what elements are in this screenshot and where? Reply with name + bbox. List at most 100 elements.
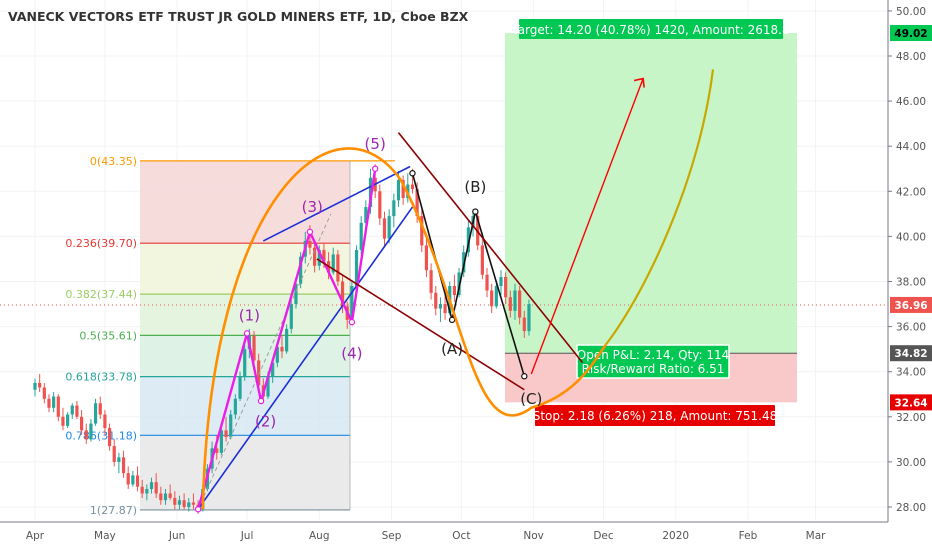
fib-level-label: 0.236(39.70) — [65, 237, 137, 250]
candle — [392, 193, 396, 228]
candle — [382, 211, 387, 248]
price-tag-text: 34.82 — [894, 348, 927, 360]
wave-label: (C) — [520, 390, 542, 408]
price-tag-bg — [890, 24, 932, 41]
candle-body — [93, 403, 98, 424]
candle — [466, 220, 470, 257]
time-tick-label: 2020 — [662, 530, 689, 542]
fib-band — [140, 160, 350, 244]
candle-body — [56, 396, 60, 417]
candle-body — [354, 249, 359, 287]
candle-body — [513, 290, 517, 311]
price-tick-label: 40.00 — [896, 231, 926, 243]
channel-lower — [316, 258, 525, 391]
candle — [191, 493, 196, 510]
long-position-tool[interactable]: Target: 14.20 (40.78%) 1420, Amount: 261… — [0, 19, 888, 426]
candle-body — [126, 473, 130, 485]
time-tick-label: May — [94, 530, 116, 542]
drawings[interactable] — [194, 69, 715, 513]
candle — [434, 286, 438, 316]
candle-body — [75, 405, 79, 417]
candle-body — [154, 482, 158, 494]
candle-body — [313, 247, 317, 266]
candle — [499, 270, 503, 296]
candle — [285, 324, 289, 354]
time-tick-label: Feb — [739, 530, 758, 542]
candle-body — [135, 475, 140, 487]
candle — [145, 484, 149, 501]
fib-level-label: 0.5(35.61) — [79, 329, 137, 342]
candle — [522, 310, 526, 338]
candle-body — [322, 249, 326, 262]
candle — [233, 394, 237, 420]
candle-body — [47, 398, 51, 408]
candle-body — [38, 382, 42, 388]
target-label-bg — [519, 19, 783, 39]
candle-body — [187, 502, 191, 507]
candle — [140, 479, 144, 498]
candle-body — [443, 304, 447, 314]
projection-arrow-line — [530, 78, 644, 375]
candle — [126, 466, 130, 489]
candle-body — [66, 414, 70, 426]
time-tick-label: Aug — [309, 530, 330, 542]
pivot-marker — [472, 208, 479, 215]
target-label-text: Target: 14.20 (40.78%) 1420, Amount: 261… — [511, 23, 789, 37]
candle-body — [378, 191, 382, 219]
time-tick-label: Jun — [168, 530, 185, 542]
candle — [52, 391, 56, 413]
target-label: Target: 14.20 (40.78%) 1420, Amount: 261… — [511, 19, 790, 39]
candle-body — [415, 189, 419, 217]
candle — [336, 249, 340, 287]
candle — [80, 410, 84, 435]
candle — [70, 403, 74, 420]
candle — [289, 299, 293, 334]
candle — [117, 452, 121, 474]
candle-body — [252, 335, 256, 361]
candle — [98, 396, 102, 420]
candle — [299, 252, 303, 289]
candle-body — [485, 274, 489, 291]
fib-level-label: 0.786(31.18) — [65, 429, 137, 442]
wave-label: (B) — [464, 178, 486, 196]
candle — [401, 175, 405, 205]
trendline-support — [197, 206, 414, 510]
candle-body — [131, 475, 135, 485]
target-zone — [505, 32, 797, 354]
corrective-wave — [411, 173, 526, 377]
pnl-line1: Open P&L: 2.14, Qty: 114 — [577, 348, 730, 362]
candle-body — [401, 180, 405, 199]
pivot-marker — [409, 170, 416, 177]
fib-level-label: 0(43.35) — [90, 155, 137, 168]
candle-body — [163, 493, 168, 501]
candle — [89, 419, 93, 442]
candle-body — [229, 414, 233, 438]
pnl-line2: Risk/Reward Ratio: 6.51 — [582, 362, 725, 376]
candle-body — [359, 222, 363, 250]
candle — [131, 470, 135, 487]
channel-upper — [397, 132, 584, 364]
candle — [121, 450, 126, 478]
candle-body — [392, 200, 396, 217]
wave-label: (1) — [239, 306, 260, 324]
candle-body — [84, 430, 88, 440]
price-tag-stop: 32.64 — [890, 394, 932, 411]
candle — [224, 416, 228, 442]
candle-body — [233, 398, 237, 415]
candle-body — [70, 405, 74, 415]
candle-body — [508, 297, 512, 311]
candle-body — [350, 286, 354, 320]
candle-body — [396, 180, 401, 201]
candle — [219, 425, 223, 456]
time-tick-label: Apr — [26, 530, 45, 542]
fib-band — [140, 294, 350, 336]
projection-arrow-head — [633, 77, 645, 88]
candle-body — [522, 317, 526, 332]
trendline-resistance — [262, 165, 411, 242]
candle — [103, 410, 107, 435]
pnl-label-bg — [576, 344, 730, 379]
candle-body — [98, 403, 102, 415]
candle-body — [434, 292, 438, 309]
